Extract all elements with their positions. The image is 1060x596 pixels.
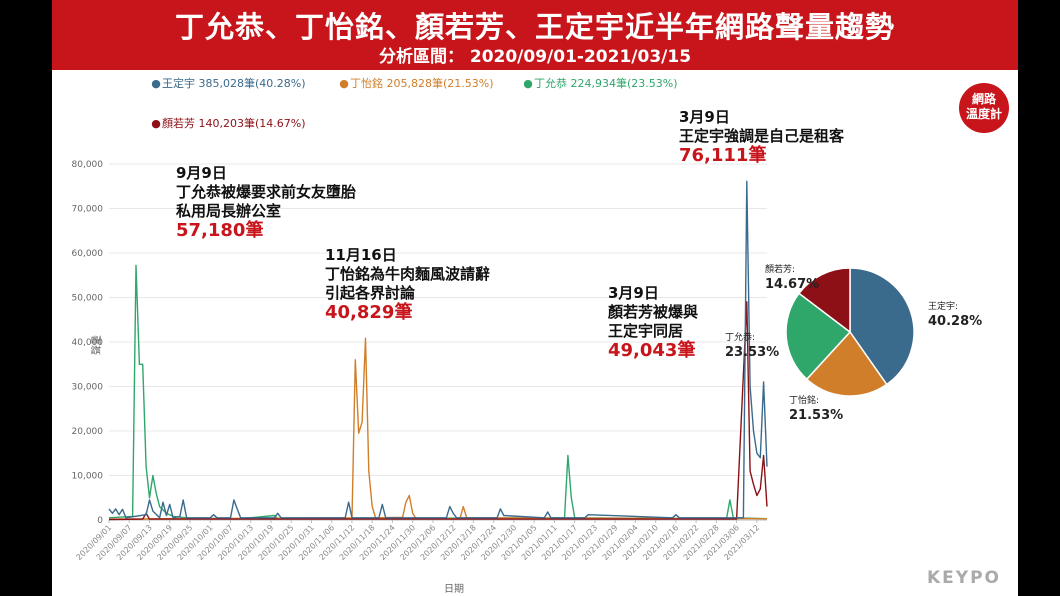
pie-slice-王定宇[interactable] (849, 267, 915, 386)
pie-label-name: 顏若芳: (765, 263, 795, 275)
annotation-line: 引起各界討論 (325, 284, 416, 302)
annotation-line: 顏若芳被爆與 (608, 303, 699, 321)
series-lines (108, 180, 768, 521)
legend-item-yan[interactable]: ●顏若芳 140,203筆(14.67%) (150, 115, 306, 131)
y-tick-label: 20,000 (72, 427, 104, 437)
legend-label: 丁允恭 224,934筆(23.53%) (534, 77, 678, 90)
y-tick-label: 80,000 (72, 160, 104, 170)
annotation-value: 49,043筆 (608, 340, 696, 361)
chart-subtitle: 分析區間： 2020/09/01-2021/03/15 (378, 47, 692, 67)
annotation-line: 9月9日 (176, 164, 227, 182)
brand-logo: KEYPO (927, 568, 1002, 588)
annotation-line: 王定宇同居 (608, 322, 684, 340)
x-axis-label: 日期 (444, 583, 464, 595)
annotation-ding-yungong: 9月9日 丁允恭被爆要求前女友墮胎 私用局長辦公室 57,180筆 (176, 164, 356, 240)
y-tick-label: 30,000 (72, 383, 104, 393)
legend-marker-icon: ● (151, 77, 161, 90)
y-tick-label: 50,000 (72, 294, 104, 304)
y-tick-label: 40,000 (72, 338, 104, 348)
chart-title: 丁允恭、丁怡銘、顏若芳、王定宇近半年網路聲量趨勢 (174, 10, 895, 44)
annotation-value: 40,829筆 (325, 302, 413, 323)
pie-label-value: 23.53% (725, 345, 779, 360)
legend-marker-icon: ● (523, 77, 533, 90)
annotation-line: 3月9日 (608, 284, 659, 302)
chart-frame: 丁允恭、丁怡銘、顏若芳、王定宇近半年網路聲量趨勢 分析區間： 2020/09/0… (52, 0, 1018, 596)
annotation-line: 私用局長辦公室 (176, 202, 282, 220)
pie-label-name: 丁允恭: (725, 331, 755, 343)
legend-marker-icon: ● (151, 117, 161, 130)
y-tick-label: 70,000 (72, 205, 104, 215)
annotation-yan: 3月9日 顏若芳被爆與 王定宇同居 49,043筆 (608, 284, 698, 360)
legend-label: 王定宇 385,028筆(40.28%) (162, 77, 306, 90)
annotation-line: 丁允恭被爆要求前女友墮胎 (176, 183, 357, 201)
logo: 網路 溫度計 (959, 83, 1009, 133)
annotation-line: 3月9日 (679, 108, 730, 126)
annotation-line: 王定宇強調是自己是租客 (679, 127, 845, 145)
annotation-value: 76,111筆 (679, 145, 767, 166)
legend-label: 丁怡銘 205,828筆(21.53%) (350, 77, 494, 90)
series-line-王定宇[interactable] (108, 180, 768, 519)
pie-label-value: 40.28% (928, 314, 982, 329)
series-line-丁怡銘[interactable] (108, 337, 768, 520)
logo-line-2: 溫度計 (965, 107, 1002, 121)
x-axis: 2020/09/012020/09/072020/09/132020/09/19… (74, 520, 761, 562)
legend-item-ding-yiming[interactable]: ●丁怡銘 205,828筆(21.53%) (338, 75, 494, 91)
annotation-value: 57,180筆 (176, 220, 264, 241)
y-axis: 0 10,000 20,000 30,000 40,000 50,000 60,000 70,… (72, 160, 767, 526)
legend-marker-icon: ● (339, 77, 349, 90)
title-banner: 丁允恭、丁怡銘、顏若芳、王定宇近半年網路聲量趨勢 分析區間： 2020/09/0… (52, 0, 1018, 70)
y-tick-label: 60,000 (72, 249, 104, 259)
logo-line-1: 網路 (971, 92, 996, 106)
annotation-wang: 3月9日 王定宇強調是自己是租客 76,111筆 (679, 108, 844, 165)
annotation-line: 丁怡銘為牛肉麵風波請辭 (325, 265, 491, 283)
pie-slice-丁允恭[interactable] (785, 292, 852, 381)
pie-slice-丁怡銘[interactable] (805, 330, 888, 397)
y-tick-label: 10,000 (72, 472, 104, 482)
legend-label: 顏若芳 140,203筆(14.67%) (162, 117, 306, 130)
pie-label-name: 王定宇: (928, 300, 958, 312)
annotation-line: 11月16日 (325, 246, 397, 264)
pie-chart: 王定宇: 40.28% 丁怡銘: 21.53% 丁允恭: 23.53% 顏若芳: 14.67% (725, 263, 982, 423)
legend-item-wang[interactable]: ●王定宇 385,028筆(40.28%) (150, 75, 306, 91)
annotation-ding-yiming: 11月16日 丁怡銘為牛肉麵風波請辭 引起各界討論 40,829筆 (325, 246, 490, 322)
pie-label-value: 21.53% (789, 408, 843, 423)
legend-item-ding-yungong[interactable]: ●丁允恭 224,934筆(23.53%) (522, 75, 678, 91)
pie-label-name: 丁怡銘: (789, 394, 819, 406)
pie-slice-顏若芳[interactable] (797, 267, 851, 334)
y-tick-label: 0 (97, 516, 103, 526)
y-axis-label: 聲量 (90, 335, 103, 355)
chart-svg: 0 10,000 20,000 30,000 40,000 50,000 60,000 70,… (72, 160, 983, 595)
pie-label-value: 14.67% (765, 277, 819, 292)
